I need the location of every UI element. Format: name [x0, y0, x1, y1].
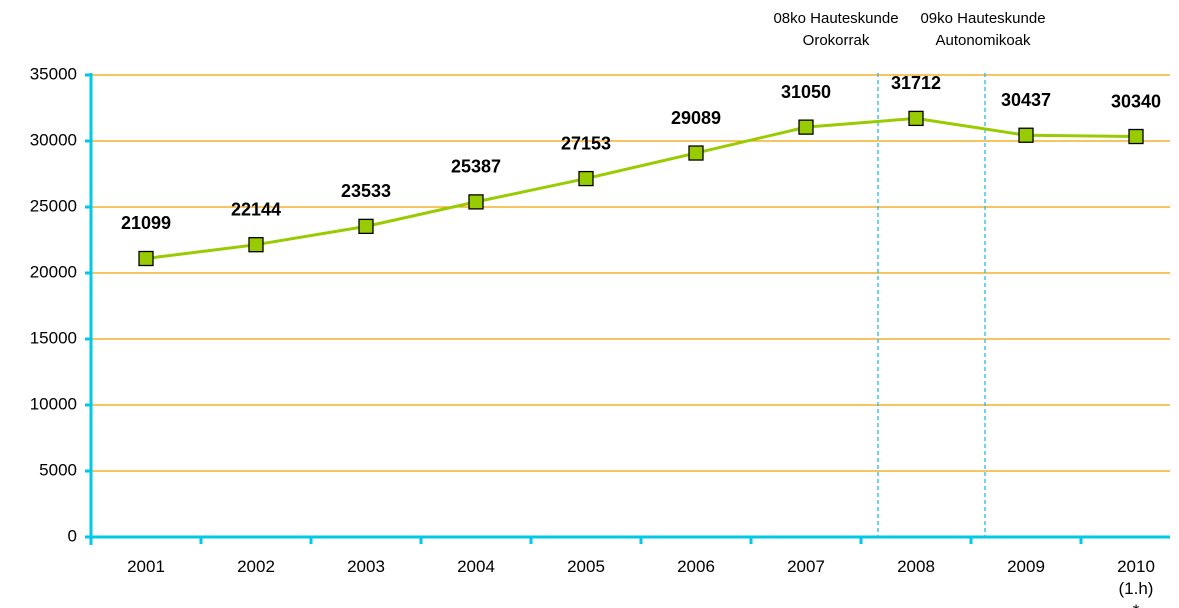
marker [138, 250, 154, 267]
x-tick-label: 2006 [677, 557, 715, 576]
x-tick-label: 2008 [897, 557, 935, 576]
data-label: 31050 [781, 82, 831, 102]
data-label: 30340 [1111, 91, 1161, 111]
marker [688, 145, 704, 161]
data-label: 29089 [671, 108, 721, 128]
marker [908, 110, 924, 127]
data-label: 25387 [451, 157, 501, 177]
marker [468, 194, 484, 210]
marker [1128, 128, 1144, 145]
marker [798, 119, 814, 135]
annotation: 09ko Hauteskunde Autonomikoak [920, 10, 1046, 49]
y-tick-label: 0 [68, 526, 77, 545]
y-tick-label: 20000 [30, 262, 77, 281]
marker [1018, 127, 1034, 143]
marker [578, 170, 594, 187]
x-tick-label: 2009 [1007, 557, 1045, 576]
data-label: 23533 [341, 181, 391, 201]
y-tick-label: 25000 [30, 196, 77, 215]
data-label: 22144 [231, 199, 281, 219]
x-tick-label: 2003 [347, 557, 385, 576]
line [145, 116, 1137, 260]
data-label: 31712 [891, 73, 941, 93]
data-label: 30437 [1001, 90, 1051, 110]
annotation: 08ko Hauteskunde Orokorrak [773, 10, 899, 49]
y-tick-label: 35000 [30, 64, 77, 83]
x-tick-label: 2007 [787, 557, 825, 576]
y-tick-label: 10000 [30, 394, 77, 413]
y-tick-label: 15000 [30, 328, 77, 347]
y-tick-label: 5000 [39, 460, 77, 479]
data-label: 21099 [121, 213, 171, 233]
x-tick-label: 2005 [567, 557, 605, 576]
y-tick-label: 30000 [30, 130, 77, 149]
x-tick-label: 2001 [127, 557, 165, 576]
x-tick-label: 2002 [237, 557, 275, 576]
x-tick-label: 2010 (1.h) * [1117, 557, 1155, 608]
x-tick-label: 2004 [457, 557, 495, 576]
data-label: 27153 [561, 133, 611, 153]
marker [358, 218, 374, 235]
marker [248, 237, 264, 253]
